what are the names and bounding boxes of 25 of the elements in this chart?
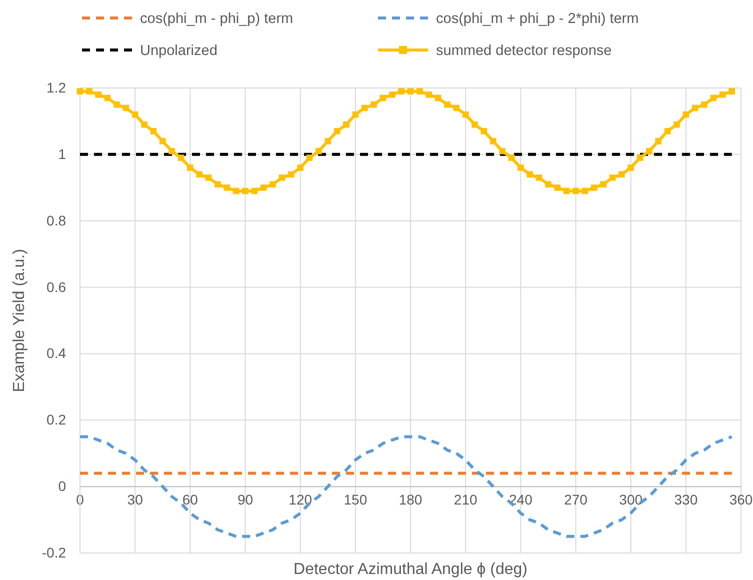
legend-label: cos(phi_m + phi_p - 2*phi) term bbox=[436, 11, 639, 27]
legend-label: Unpolarized bbox=[140, 43, 218, 59]
x-tick-label: 210 bbox=[454, 492, 478, 508]
x-tick-label: 60 bbox=[182, 492, 198, 508]
x-tick-label: 360 bbox=[729, 492, 753, 508]
x-axis-title: Detector Azimuthal Angle ϕ (deg) bbox=[294, 561, 528, 578]
y-tick-label: -0.2 bbox=[42, 544, 66, 560]
x-tick-label: 30 bbox=[127, 492, 144, 508]
x-tick-label: 330 bbox=[674, 492, 698, 508]
y-tick-label: 0 bbox=[58, 478, 66, 494]
x-tick-label: 300 bbox=[619, 492, 643, 508]
y-tick-label: 0.8 bbox=[46, 212, 66, 228]
x-tick-label: 90 bbox=[237, 492, 254, 508]
legend-label: cos(phi_m - phi_p) term bbox=[140, 11, 294, 27]
y-tick-label: 1.2 bbox=[46, 79, 66, 96]
y-tick-label: 0.2 bbox=[46, 412, 66, 428]
x-tick-label: 180 bbox=[398, 492, 422, 508]
x-tick-label: 150 bbox=[344, 492, 368, 508]
y-axis-title: Example Yield (a.u.) bbox=[11, 248, 28, 392]
legend-label: summed detector response bbox=[436, 43, 612, 59]
y-tick-label: 0.4 bbox=[46, 345, 66, 362]
x-tick-label: 270 bbox=[564, 492, 588, 508]
x-tick-label: 120 bbox=[288, 492, 312, 508]
y-tick-label: 1 bbox=[58, 146, 66, 162]
y-tick-label: 0.6 bbox=[46, 278, 66, 295]
